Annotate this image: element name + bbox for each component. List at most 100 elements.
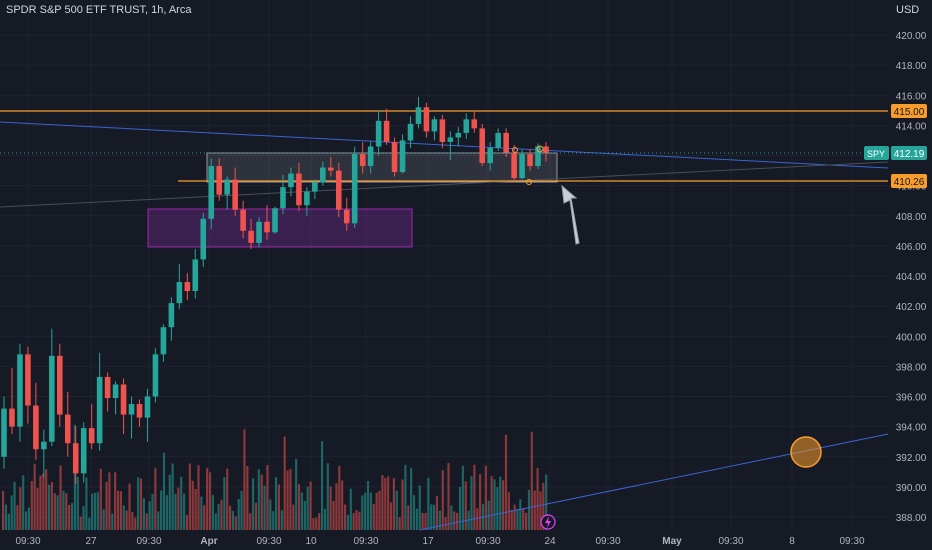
candle-body[interactable]: [128, 404, 135, 415]
volume-bar: [295, 458, 298, 530]
candle-body[interactable]: [152, 354, 159, 397]
candle-body[interactable]: [519, 153, 525, 179]
candle-body[interactable]: [383, 120, 390, 142]
candle-body[interactable]: [25, 354, 31, 406]
arrow-icon[interactable]: [561, 184, 580, 245]
candle-body[interactable]: [343, 209, 350, 224]
candle-body[interactable]: [120, 384, 127, 415]
candle-body[interactable]: [88, 428, 95, 444]
candle-body[interactable]: [280, 187, 286, 209]
candle-body[interactable]: [136, 404, 143, 418]
circle-marker[interactable]: [790, 436, 822, 468]
volume-bar: [7, 513, 10, 530]
candle-body[interactable]: [1, 408, 7, 457]
candle-body[interactable]: [495, 132, 501, 148]
candle-body[interactable]: [367, 146, 374, 167]
candle-body[interactable]: [312, 182, 318, 192]
candle-body[interactable]: [328, 167, 334, 171]
candle-body[interactable]: [192, 259, 199, 292]
candle-body[interactable]: [176, 282, 183, 304]
candle-body[interactable]: [208, 166, 215, 219]
candle-body[interactable]: [80, 428, 87, 474]
candle-body[interactable]: [288, 173, 294, 188]
descending-trendline[interactable]: [0, 121, 889, 169]
volume-bar: [19, 487, 22, 530]
candle-body[interactable]: [487, 147, 493, 164]
candle-body[interactable]: [375, 120, 382, 147]
candle-body[interactable]: [431, 119, 438, 132]
candle-body[interactable]: [415, 107, 422, 124]
volume-bar: [108, 472, 111, 530]
candle-body[interactable]: [64, 414, 71, 444]
candle-body[interactable]: [391, 141, 398, 173]
candle-body[interactable]: [463, 119, 470, 133]
candle-body[interactable]: [144, 396, 151, 418]
price-tick-label: 400.00: [896, 332, 927, 343]
candle-body[interactable]: [272, 208, 278, 233]
volume-bar: [30, 481, 33, 530]
candle-body[interactable]: [72, 443, 79, 474]
candle-body[interactable]: [439, 119, 446, 142]
time-tick-label: 17: [422, 536, 434, 547]
volume-bar: [220, 499, 223, 530]
candle-body[interactable]: [57, 355, 63, 415]
lightning-icon[interactable]: [540, 514, 556, 530]
candle-body[interactable]: [184, 282, 191, 292]
candle-body[interactable]: [41, 441, 47, 450]
candle-body[interactable]: [511, 152, 517, 179]
time-axis[interactable]: 09:30 27 09:30 Apr 09:30 10 09:30 17 09:30 24 09:3…: [15, 536, 864, 547]
candle-body[interactable]: [96, 376, 103, 444]
volume-bar: [341, 480, 344, 530]
candle-body[interactable]: [335, 170, 342, 210]
price-tick-label: 390.00: [896, 483, 927, 494]
candle-body[interactable]: [33, 405, 39, 450]
candle-body[interactable]: [455, 132, 462, 138]
candle-body[interactable]: [407, 123, 414, 141]
candle-body[interactable]: [543, 146, 549, 153]
candle-body[interactable]: [320, 167, 326, 183]
candle-body[interactable]: [256, 221, 262, 243]
candle-body[interactable]: [447, 137, 454, 142]
candle-body[interactable]: [304, 191, 310, 206]
candle-body[interactable]: [200, 218, 207, 260]
volume-bar: [516, 508, 519, 530]
candle-body[interactable]: [248, 230, 254, 243]
candle-body[interactable]: [112, 384, 119, 399]
candle-body[interactable]: [49, 355, 55, 442]
candle-body[interactable]: [296, 173, 302, 206]
candle-body[interactable]: [359, 153, 366, 167]
volume-bar: [470, 476, 473, 530]
candle-body[interactable]: [423, 107, 430, 132]
candle-body[interactable]: [527, 153, 533, 167]
price-tick-label: 404.00: [896, 272, 927, 283]
candle-body[interactable]: [264, 221, 270, 233]
volume-bar: [484, 465, 487, 530]
lower-faint-trendline[interactable]: [0, 161, 889, 208]
candle-body[interactable]: [535, 146, 541, 167]
volume-bar: [269, 499, 272, 530]
volume-bar: [519, 499, 522, 530]
candle-body[interactable]: [17, 354, 23, 427]
volume-bar: [464, 481, 467, 530]
candle-body[interactable]: [479, 128, 486, 164]
volume-bar: [59, 465, 62, 530]
volume-bar: [499, 476, 502, 530]
candle-body[interactable]: [224, 179, 230, 195]
candle-body[interactable]: [168, 303, 175, 328]
demand-zone[interactable]: [147, 208, 413, 248]
candle-body[interactable]: [216, 166, 222, 195]
candle-body[interactable]: [104, 376, 111, 399]
candle-body[interactable]: [399, 140, 406, 173]
volume-bar: [280, 510, 283, 530]
candle-body[interactable]: [9, 408, 15, 427]
candle-body[interactable]: [240, 209, 246, 231]
candle-body[interactable]: [503, 132, 509, 153]
candle-body[interactable]: [160, 327, 167, 355]
candle-body[interactable]: [232, 179, 238, 210]
candle-body[interactable]: [351, 153, 358, 224]
volume-bar: [283, 436, 286, 530]
consolidation-box[interactable]: [206, 152, 558, 183]
price-tick-label: 398.00: [896, 362, 927, 373]
candle-body[interactable]: [471, 119, 478, 129]
